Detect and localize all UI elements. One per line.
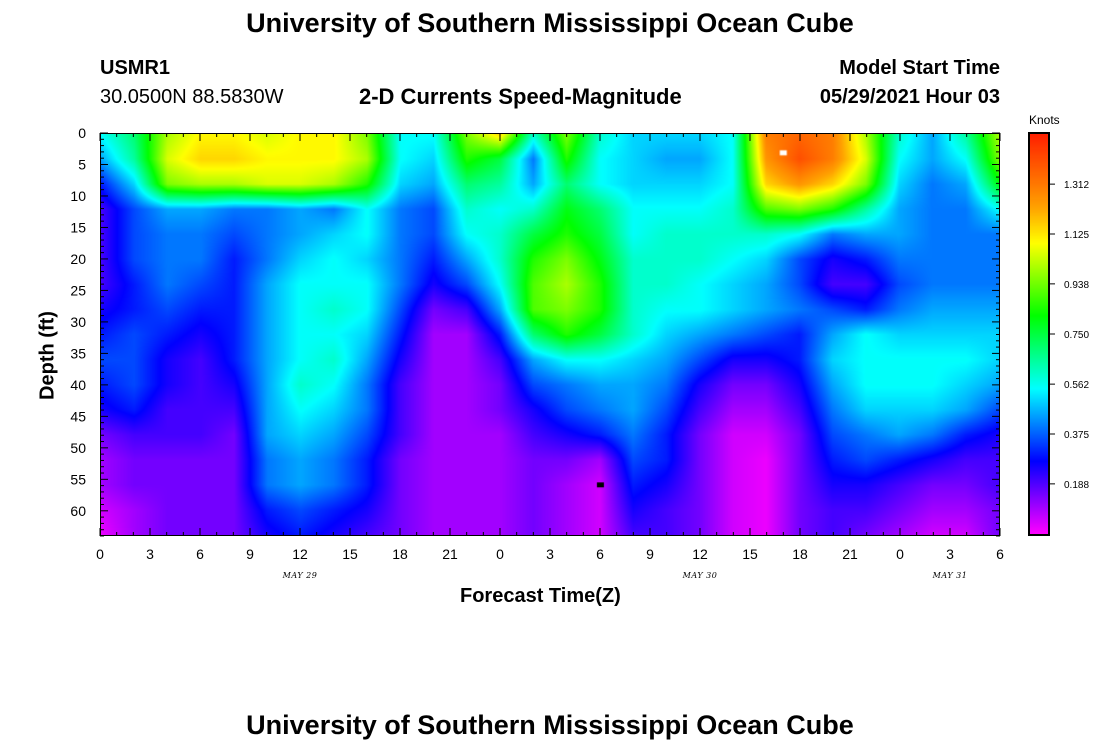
station-coordinates: 30.0500N 88.5830W bbox=[100, 86, 284, 108]
y-tick-label: 50 bbox=[70, 440, 86, 456]
y-tick-label: 0 bbox=[78, 125, 86, 141]
y-tick-label: 40 bbox=[70, 377, 86, 393]
x-tick-label: 9 bbox=[246, 546, 254, 562]
x-tick-label: 18 bbox=[792, 546, 808, 562]
date-label: MAY 30 bbox=[682, 571, 718, 580]
colorbar-tick-label: 1.312 bbox=[1064, 180, 1089, 191]
x-tick-label: 9 bbox=[646, 546, 654, 562]
x-tick-label: 3 bbox=[546, 546, 554, 562]
x-tick-label: 15 bbox=[742, 546, 758, 562]
y-tick-label: 25 bbox=[70, 282, 86, 298]
y-axis-title: Depth (ft) bbox=[36, 311, 59, 400]
y-tick-label: 55 bbox=[70, 471, 86, 487]
model-start-value: 05/29/2021 Hour 03 bbox=[819, 86, 1000, 108]
x-tick-label: 21 bbox=[842, 546, 858, 562]
x-tick-label: 12 bbox=[692, 546, 708, 562]
x-tick-label: 15 bbox=[342, 546, 358, 562]
heatmap-plot-area bbox=[100, 133, 1000, 536]
y-tick-label: 45 bbox=[70, 408, 86, 424]
date-label: MAY 31 bbox=[932, 571, 968, 580]
y-tick-label: 10 bbox=[70, 188, 86, 204]
y-tick-label: 5 bbox=[78, 156, 86, 172]
speed-heatmap bbox=[101, 134, 999, 535]
y-tick-label: 20 bbox=[70, 251, 86, 267]
x-axis-title: Forecast Time(Z) bbox=[460, 585, 621, 607]
colorbar-tick-label: 0.562 bbox=[1064, 380, 1089, 391]
x-tick-label: 6 bbox=[596, 546, 604, 562]
x-tick-label: 0 bbox=[496, 546, 504, 562]
colorbar-tick-label: 0.938 bbox=[1064, 280, 1089, 291]
page-title: University of Southern Mississippi Ocean… bbox=[246, 8, 854, 38]
plot-title: 2-D Currents Speed-Magnitude bbox=[359, 84, 682, 109]
x-tick-label: 21 bbox=[442, 546, 458, 562]
x-tick-label: 3 bbox=[146, 546, 154, 562]
colorbar-tick-label: 0.750 bbox=[1064, 330, 1089, 341]
x-tick-label: 12 bbox=[292, 546, 308, 562]
colorbar-tick-label: 1.125 bbox=[1064, 230, 1089, 241]
x-tick-label: 3 bbox=[946, 546, 954, 562]
station-id: USMR1 bbox=[100, 57, 171, 79]
colorbar bbox=[1028, 132, 1050, 536]
model-start-label: Model Start Time bbox=[839, 57, 1000, 79]
y-tick-label: 60 bbox=[70, 503, 86, 519]
colorbar-tick-label: 0.375 bbox=[1064, 430, 1089, 441]
x-tick-label: 6 bbox=[996, 546, 1004, 562]
x-tick-label: 0 bbox=[96, 546, 104, 562]
colorbar-gradient bbox=[1030, 134, 1048, 534]
colorbar-tick-label: 0.188 bbox=[1064, 480, 1089, 491]
x-tick-label: 18 bbox=[392, 546, 408, 562]
y-tick-label: 15 bbox=[70, 219, 86, 235]
y-tick-label: 35 bbox=[70, 345, 86, 361]
colorbar-unit: Knots bbox=[1029, 113, 1060, 127]
y-tick-label: 30 bbox=[70, 314, 86, 330]
date-label: MAY 29 bbox=[282, 571, 318, 580]
x-tick-label: 0 bbox=[896, 546, 904, 562]
x-tick-label: 6 bbox=[196, 546, 204, 562]
footer-title: University of Southern Mississippi Ocean… bbox=[246, 710, 854, 740]
